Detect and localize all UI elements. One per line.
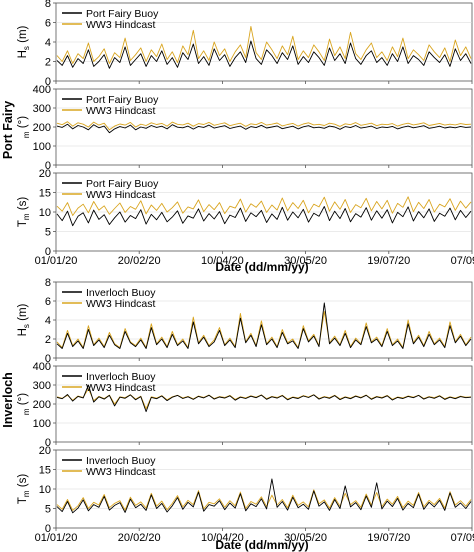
y-tick-label: 6: [45, 296, 51, 308]
series-line-buoy: [56, 478, 472, 514]
series-line-hindcast: [56, 310, 472, 349]
legend-label: Inverloch Buoy: [86, 371, 156, 383]
y-tick-label: 15: [39, 465, 51, 477]
y-tick-label: 2: [45, 57, 51, 69]
y-axis-label: Tm (s): [17, 197, 31, 227]
y-tick-label: 6: [45, 18, 51, 30]
y-tick-label: 8: [45, 0, 51, 10]
x-axis-title-inverloch: Date (dd/mm/yy): [215, 538, 308, 552]
x-tick-label: 19/07/20: [367, 532, 410, 544]
series-line-buoy: [56, 123, 472, 134]
legend-label: Port Fairy Buoy: [86, 94, 159, 106]
x-tick-label: 30/05/20: [284, 532, 327, 544]
x-tick-label: 20/02/20: [118, 255, 161, 267]
y-tick-label: 100: [33, 141, 51, 153]
y-tick-label: 100: [33, 418, 51, 430]
x-tick-label: 07/09/20: [451, 532, 474, 544]
y-tick-label: 0: [45, 437, 51, 449]
legend-label: Port Fairy Buoy: [86, 8, 159, 20]
x-axis-title-port-fairy: Date (dd/mm/yy): [215, 260, 308, 274]
x-tick-label: 30/05/20: [284, 255, 327, 267]
y-tick-label: 0: [45, 523, 51, 535]
legend-label: WW3 Hindcast: [86, 19, 156, 31]
y-tick-label: 5: [45, 227, 51, 239]
series-line-buoy: [56, 40, 472, 69]
x-tick-label: 07/09/20: [451, 255, 474, 267]
x-tick-label: 20/02/20: [118, 532, 161, 544]
y-tick-label: 0: [45, 246, 51, 258]
legend-label: WW3 Hindcast: [86, 189, 156, 201]
x-tick-label: 10/04/20: [201, 532, 244, 544]
y-tick-label: 0: [45, 76, 51, 88]
y-tick-label: 2: [45, 334, 51, 346]
y-tick-label: 200: [33, 399, 51, 411]
y-tick-label: 4: [45, 37, 51, 49]
y-tick-label: 4: [45, 315, 51, 327]
series-line-hindcast: [56, 196, 472, 216]
y-tick-label: 0: [45, 353, 51, 365]
y-tick-label: 0: [45, 160, 51, 172]
series-line-buoy: [56, 384, 472, 413]
legend-label: WW3 Hindcast: [86, 466, 156, 478]
panel-6: 0 5 10 15 20 01/01/20 20/02/20 10/04/20 30/05/20…: [17, 445, 474, 544]
legend-label: WW3 Hindcast: [86, 298, 156, 310]
y-axis-label: Hs (m): [17, 25, 31, 58]
panel-3: 0 5 10 15 20 01/01/20 20/02/20 10/04/20 30/05/20…: [17, 168, 474, 267]
y-tick-label: 8: [45, 277, 51, 289]
y-tick-label: 400: [33, 361, 51, 373]
x-tick-label: 01/01/20: [35, 255, 78, 267]
y-tick-label: 20: [39, 168, 51, 180]
y-axis-label: Tm (s): [17, 474, 31, 504]
y-axis-label: m (°): [17, 393, 31, 415]
legend-label: WW3 Hindcast: [86, 105, 156, 117]
series-line-hindcast: [56, 489, 472, 511]
x-tick-label: 19/07/20: [367, 255, 410, 267]
series-line-buoy: [56, 206, 472, 227]
y-tick-label: 10: [39, 484, 51, 496]
y-tick-label: 300: [33, 103, 51, 115]
legend-label: Inverloch Buoy: [86, 455, 156, 467]
legend-label: WW3 Hindcast: [86, 382, 156, 394]
y-axis-label: m (°): [17, 116, 31, 138]
y-tick-label: 20: [39, 445, 51, 457]
series-line-buoy: [56, 302, 472, 349]
series-line-hindcast: [56, 25, 472, 64]
y-tick-label: 5: [45, 504, 51, 516]
series-line-hindcast: [56, 121, 472, 131]
x-tick-label: 01/01/20: [35, 532, 78, 544]
legend-label: Port Fairy Buoy: [86, 178, 159, 190]
y-tick-label: 300: [33, 380, 51, 392]
y-axis-label: Hs (m): [17, 303, 31, 336]
x-tick-label: 10/04/20: [201, 255, 244, 267]
legend-label: Inverloch Buoy: [86, 287, 156, 299]
y-tick-label: 10: [39, 207, 51, 219]
y-tick-label: 400: [33, 84, 51, 96]
site-label-port-fairy: Port Fairy: [1, 101, 15, 159]
y-tick-label: 200: [33, 122, 51, 134]
site-label-inverloch: Inverloch: [1, 372, 15, 428]
y-tick-label: 15: [39, 188, 51, 200]
